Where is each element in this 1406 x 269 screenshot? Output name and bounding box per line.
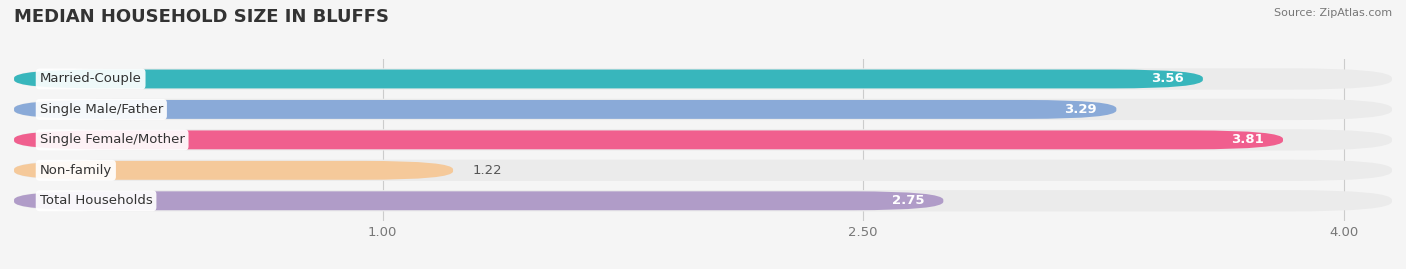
Text: Source: ZipAtlas.com: Source: ZipAtlas.com xyxy=(1274,8,1392,18)
FancyBboxPatch shape xyxy=(14,190,1392,211)
Text: 3.81: 3.81 xyxy=(1232,133,1264,146)
FancyBboxPatch shape xyxy=(14,130,1284,149)
Text: Single Female/Mother: Single Female/Mother xyxy=(39,133,184,146)
Text: 3.29: 3.29 xyxy=(1064,103,1097,116)
Text: 2.75: 2.75 xyxy=(891,194,924,207)
Text: 3.56: 3.56 xyxy=(1152,72,1184,86)
Text: Non-family: Non-family xyxy=(39,164,112,177)
FancyBboxPatch shape xyxy=(14,160,1392,181)
Text: 1.22: 1.22 xyxy=(472,164,502,177)
FancyBboxPatch shape xyxy=(14,99,1392,120)
FancyBboxPatch shape xyxy=(14,191,943,210)
FancyBboxPatch shape xyxy=(14,69,1204,89)
Text: Married-Couple: Married-Couple xyxy=(39,72,142,86)
FancyBboxPatch shape xyxy=(14,161,453,180)
Text: Total Households: Total Households xyxy=(39,194,152,207)
Text: MEDIAN HOUSEHOLD SIZE IN BLUFFS: MEDIAN HOUSEHOLD SIZE IN BLUFFS xyxy=(14,8,389,26)
FancyBboxPatch shape xyxy=(14,100,1116,119)
FancyBboxPatch shape xyxy=(14,129,1392,151)
Text: Single Male/Father: Single Male/Father xyxy=(39,103,163,116)
FancyBboxPatch shape xyxy=(14,68,1392,90)
